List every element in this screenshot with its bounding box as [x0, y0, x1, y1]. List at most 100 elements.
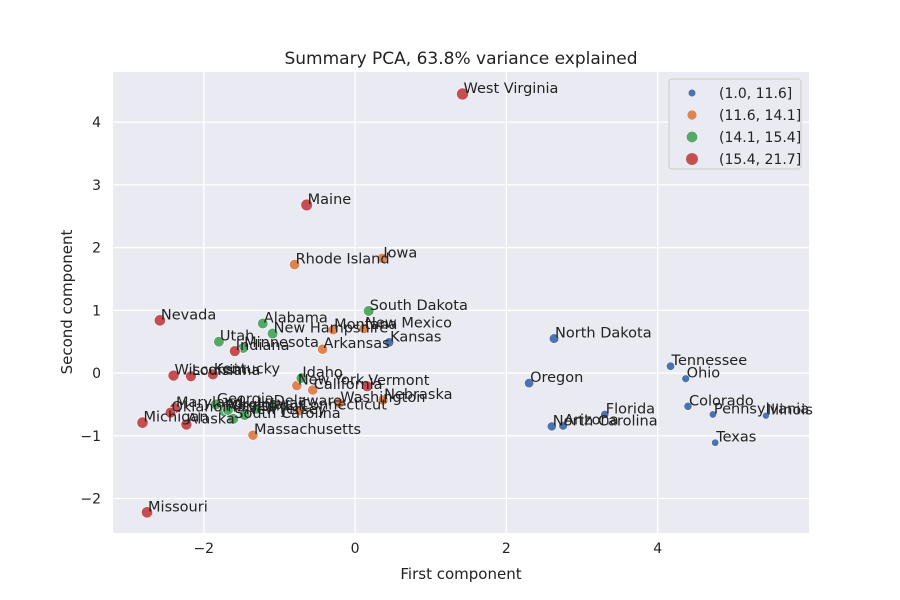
point-label: Florida: [606, 401, 655, 417]
data-point: [456, 87, 469, 101]
point-label: South Dakota: [370, 298, 468, 314]
data-point: [307, 384, 319, 396]
point-label: Alabama: [264, 311, 328, 327]
data-point: [558, 421, 568, 431]
point-label: Nevada: [161, 307, 216, 323]
data-point: [600, 410, 610, 419]
data-point: [180, 418, 193, 431]
point-label: Mississippi: [225, 398, 302, 414]
point-label: Kentucky: [214, 361, 281, 377]
point-label: Kansas: [390, 329, 441, 345]
legend-entry: (11.6, 14.1]: [719, 108, 801, 124]
data-point: [361, 380, 373, 392]
data-point: [363, 305, 375, 317]
data-point: [546, 421, 557, 432]
point-label: New Hampshire: [274, 321, 389, 337]
point-label: Idaho: [302, 365, 343, 381]
chart-title: Summary PCA, 63.8% variance explained: [284, 49, 637, 69]
data-point: [136, 416, 149, 429]
legend-entry: (1.0, 11.6]: [719, 86, 792, 102]
point-label: Oregon: [530, 370, 583, 386]
data-point: [524, 378, 535, 389]
point-label: Georgia: [217, 391, 274, 407]
data-point: [548, 333, 560, 344]
data-point: [295, 372, 307, 384]
data-point: [300, 198, 313, 212]
point-label: Minnesota: [244, 335, 319, 351]
point-label: Maryland: [176, 395, 243, 411]
legend-marker: [687, 110, 697, 120]
legend-marker: [688, 89, 696, 97]
point-label: Missouri: [148, 499, 208, 515]
legend-marker: [686, 131, 698, 143]
point-label: North Dakota: [555, 326, 652, 342]
data-point: [384, 337, 395, 348]
legend-entry: (15.4, 21.7]: [719, 152, 801, 168]
data-point: [227, 413, 239, 425]
data-point: [257, 317, 269, 330]
point-label: Tennessee: [671, 353, 748, 369]
x-tick-label: 2: [502, 541, 511, 557]
data-points: [136, 87, 770, 519]
y-tick-label: 3: [92, 178, 101, 194]
point-label: New Mexico: [365, 316, 452, 332]
data-point: [239, 409, 251, 421]
tick-labels: −2 0 2 4 −2 −1 0 1 2 3 4: [80, 115, 662, 557]
data-point: [317, 343, 328, 355]
data-point: [266, 327, 279, 340]
legend: (1.0, 11.6] (11.6, 14.1] (14.1, 15.4] (15.4…: [668, 78, 802, 170]
data-point: [153, 314, 166, 327]
point-label: New Jersey: [246, 402, 327, 418]
point-label: Wisconsin: [175, 363, 247, 379]
data-point: [376, 252, 388, 264]
y-tick-label: 0: [92, 366, 101, 382]
data-point: [683, 401, 693, 411]
data-point: [164, 406, 177, 419]
y-tick-label: 4: [92, 115, 101, 131]
data-point: [708, 410, 717, 419]
point-label: Michigan: [144, 410, 209, 426]
gridlines: [113, 72, 809, 533]
data-point: [681, 374, 690, 383]
data-point: [665, 361, 676, 371]
point-label: Maine: [308, 192, 352, 208]
legend-box: [668, 78, 802, 170]
point-label: New York: [298, 373, 365, 389]
point-label: Vermont: [368, 373, 430, 389]
x-tick-label: 0: [351, 541, 360, 557]
point-label: Louisiana: [192, 363, 260, 379]
data-point: [213, 336, 225, 348]
point-label: Massachusetts: [254, 422, 361, 438]
point-label: Montana: [334, 317, 397, 333]
point-label: Texas: [715, 430, 756, 446]
data-point: [358, 323, 370, 334]
point-label: Arizona: [564, 413, 618, 429]
point-label: Virginia: [229, 397, 284, 413]
data-point: [229, 345, 241, 357]
x-axis-label: First component: [400, 565, 521, 583]
y-tick-label: −1: [80, 429, 101, 445]
data-point: [762, 411, 770, 420]
data-point: [293, 405, 305, 417]
point-label: Connecticut: [300, 398, 387, 414]
point-label: California: [314, 377, 383, 393]
data-point: [210, 398, 222, 411]
data-point: [185, 370, 197, 382]
data-point: [167, 369, 180, 382]
point-label: Rhode Island: [296, 252, 390, 268]
point-label: Illinois: [767, 403, 813, 419]
point-label: North Carolina: [553, 413, 658, 429]
point-label: Arkansas: [324, 336, 390, 352]
point-label: Washington: [340, 390, 425, 406]
data-point: [327, 324, 339, 336]
point-label: Utah: [220, 329, 254, 345]
y-tick-label: −2: [80, 492, 101, 508]
y-tick-label: 1: [92, 303, 101, 319]
point-label: Nebraska: [384, 387, 452, 403]
data-point: [266, 400, 279, 412]
x-tick-label: 4: [653, 541, 662, 557]
point-label: Pennsylvania: [714, 401, 809, 417]
legend-entry: (14.1, 15.4]: [719, 130, 801, 146]
